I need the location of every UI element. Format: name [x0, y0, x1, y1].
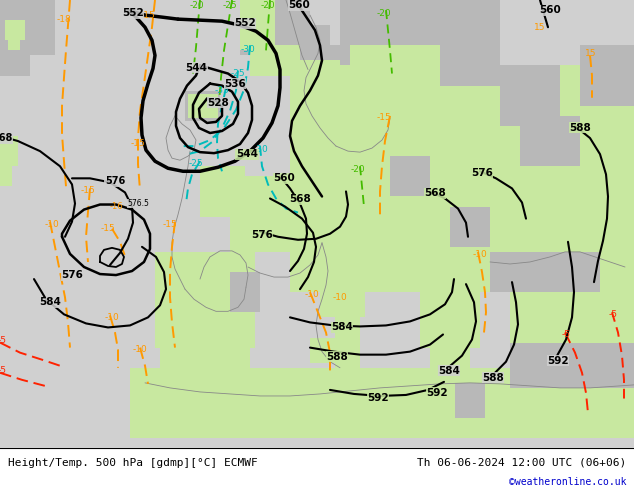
- Polygon shape: [160, 343, 250, 368]
- Polygon shape: [188, 94, 218, 118]
- Text: -25: -25: [223, 0, 237, 9]
- Polygon shape: [510, 343, 634, 388]
- Text: -5: -5: [562, 330, 571, 339]
- Text: 15: 15: [585, 49, 597, 58]
- Polygon shape: [0, 0, 55, 55]
- Polygon shape: [290, 66, 634, 292]
- Text: 576.5: 576.5: [127, 199, 149, 208]
- Text: 552: 552: [234, 18, 256, 28]
- Polygon shape: [300, 46, 360, 101]
- Text: 15: 15: [534, 23, 546, 32]
- Text: 576: 576: [61, 270, 83, 280]
- Text: 592: 592: [547, 356, 569, 366]
- Text: 568: 568: [0, 133, 12, 143]
- Text: 544: 544: [236, 149, 258, 159]
- Text: -16: -16: [109, 202, 123, 211]
- Text: -30: -30: [254, 145, 268, 153]
- Polygon shape: [310, 338, 345, 363]
- Polygon shape: [500, 66, 560, 126]
- Text: -20: -20: [377, 9, 391, 18]
- Polygon shape: [200, 166, 245, 217]
- Polygon shape: [350, 0, 480, 146]
- Text: 576: 576: [105, 176, 125, 186]
- Polygon shape: [185, 91, 220, 121]
- Text: -5: -5: [0, 366, 6, 375]
- Text: -20: -20: [351, 165, 365, 174]
- Text: -5: -5: [0, 336, 6, 345]
- Polygon shape: [440, 0, 500, 86]
- Text: -30: -30: [241, 45, 256, 54]
- Text: 592: 592: [426, 388, 448, 398]
- Polygon shape: [320, 252, 365, 318]
- Text: -10: -10: [472, 250, 488, 259]
- Text: 568: 568: [424, 189, 446, 198]
- Polygon shape: [0, 55, 30, 75]
- Text: 584: 584: [438, 366, 460, 376]
- Text: 544: 544: [185, 63, 207, 73]
- Polygon shape: [0, 136, 18, 166]
- Polygon shape: [390, 156, 430, 196]
- Text: 584: 584: [331, 322, 353, 332]
- Polygon shape: [250, 46, 300, 75]
- Polygon shape: [420, 272, 480, 347]
- Text: -18: -18: [56, 15, 72, 24]
- Text: 584: 584: [39, 297, 61, 307]
- Text: -10: -10: [304, 290, 320, 299]
- Polygon shape: [240, 0, 310, 55]
- Text: -10: -10: [105, 313, 119, 322]
- Polygon shape: [8, 37, 20, 50]
- Text: -10: -10: [133, 345, 147, 354]
- Text: -5: -5: [609, 310, 618, 319]
- Polygon shape: [340, 363, 358, 398]
- Text: -15: -15: [101, 224, 115, 233]
- Polygon shape: [490, 252, 600, 292]
- Text: -25: -25: [189, 159, 204, 168]
- Polygon shape: [130, 398, 200, 438]
- Text: -15: -15: [377, 113, 391, 122]
- Text: ©weatheronline.co.uk: ©weatheronline.co.uk: [509, 477, 626, 487]
- Polygon shape: [335, 312, 360, 368]
- Polygon shape: [455, 383, 485, 418]
- Text: 588: 588: [326, 352, 348, 362]
- Text: 552: 552: [122, 8, 144, 18]
- Polygon shape: [290, 60, 340, 96]
- Text: -10: -10: [44, 220, 60, 229]
- Text: -25: -25: [231, 69, 245, 78]
- Polygon shape: [430, 343, 470, 388]
- Text: Th 06-06-2024 12:00 UTC (06+06): Th 06-06-2024 12:00 UTC (06+06): [417, 458, 626, 468]
- Text: -10: -10: [333, 293, 347, 302]
- Polygon shape: [230, 272, 260, 312]
- Text: -15: -15: [141, 11, 155, 20]
- Text: 560: 560: [288, 0, 310, 10]
- Text: 592: 592: [367, 393, 389, 403]
- Text: 576: 576: [251, 230, 273, 240]
- Polygon shape: [520, 116, 580, 166]
- Text: 560: 560: [273, 173, 295, 183]
- Text: 588: 588: [482, 373, 504, 383]
- Polygon shape: [270, 25, 330, 75]
- Text: 560: 560: [539, 5, 561, 15]
- Text: -20: -20: [190, 0, 204, 9]
- Text: 576: 576: [471, 168, 493, 178]
- Text: 528: 528: [207, 98, 229, 108]
- Polygon shape: [130, 368, 634, 438]
- Text: 568: 568: [289, 195, 311, 204]
- Text: -20: -20: [261, 0, 275, 9]
- Text: Height/Temp. 500 hPa [gdmp][°C] ECMWF: Height/Temp. 500 hPa [gdmp][°C] ECMWF: [8, 458, 257, 468]
- Polygon shape: [340, 0, 440, 46]
- Text: 588: 588: [569, 123, 591, 133]
- Text: -15: -15: [163, 220, 178, 229]
- Polygon shape: [155, 252, 255, 347]
- Text: -15: -15: [131, 139, 145, 147]
- Polygon shape: [510, 287, 634, 347]
- Polygon shape: [5, 20, 25, 40]
- Text: 536: 536: [224, 78, 246, 89]
- Text: -15: -15: [81, 186, 95, 195]
- Text: -35: -35: [215, 86, 230, 95]
- Polygon shape: [450, 207, 490, 247]
- Polygon shape: [240, 0, 275, 50]
- Polygon shape: [0, 166, 12, 186]
- Polygon shape: [580, 46, 634, 106]
- Polygon shape: [230, 176, 320, 252]
